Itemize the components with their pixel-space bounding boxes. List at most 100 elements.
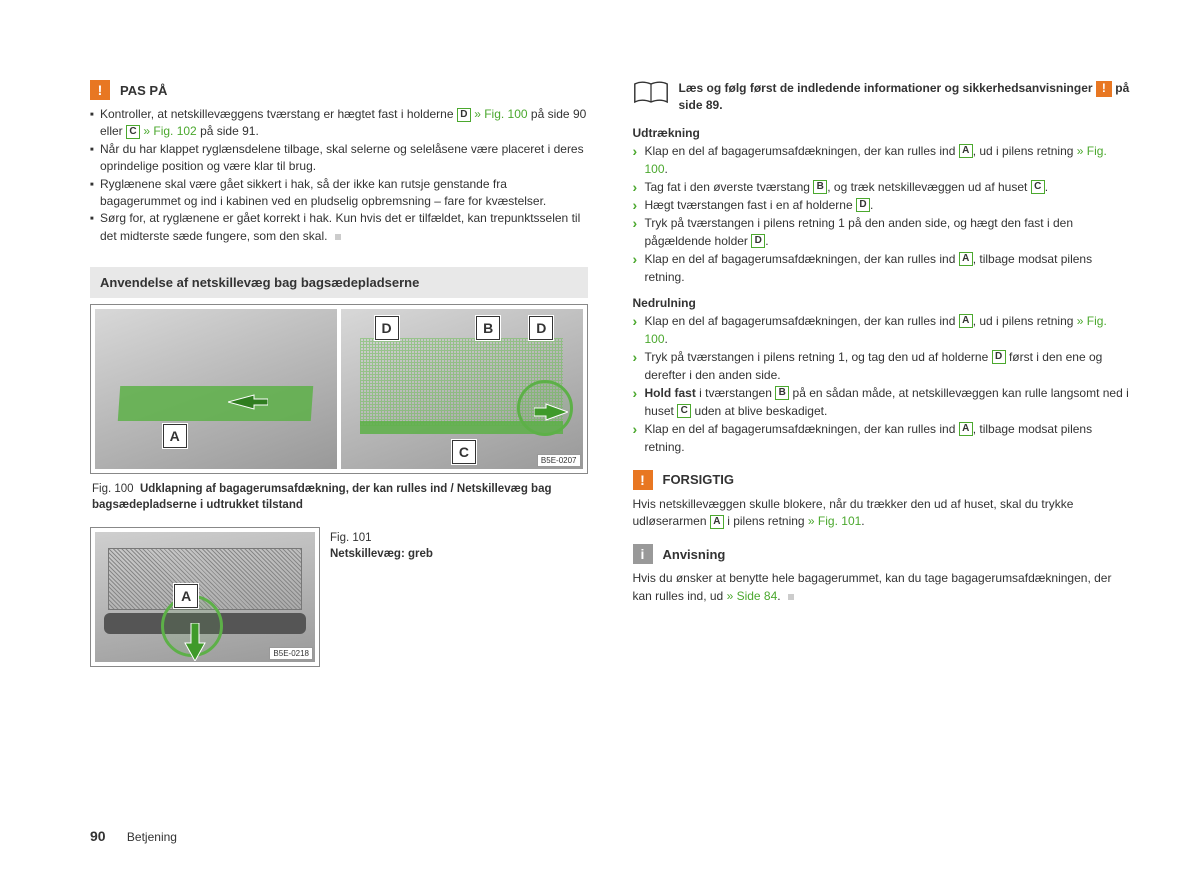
figure-100-caption: Fig. 100 Udklapning af bagagerumsafdækni…	[90, 478, 588, 515]
anvisning-header: i Anvisning	[633, 544, 1131, 564]
ref-b: B	[813, 180, 827, 194]
alert-pas-pa-header: ! PAS PÅ	[90, 80, 588, 100]
callout-a: A	[174, 584, 198, 608]
alert-item: Når du har klappet ryglænsdelene tilbage…	[90, 141, 588, 176]
text: Hægt tværstangen fast i en af holderne	[645, 198, 856, 212]
warning-icon: !	[633, 470, 653, 490]
fig-link[interactable]: » Fig. 100	[474, 107, 527, 121]
text: .	[665, 332, 668, 346]
alert-item: Kontroller, at netskillevæggens tværstan…	[90, 106, 588, 141]
nedrulning-list: Klap en del af bagagerumsafdækningen, de…	[633, 312, 1131, 456]
arrow-icon	[228, 392, 268, 415]
ref-a: A	[710, 515, 724, 529]
text: .	[665, 162, 668, 176]
alert-item: Ryglænene skal være gået sikkert i hak, …	[90, 176, 588, 211]
figure-101-row: A B5E-0218 Fig. 101 Netskillevæg: greb	[90, 527, 588, 667]
text: .	[861, 514, 864, 528]
forsigtig-header: ! FORSIGTIG	[633, 470, 1131, 490]
text: , ud i pilens retning	[973, 314, 1077, 328]
text: i pilens retning	[724, 514, 808, 528]
caption-label: Fig. 100	[92, 483, 134, 495]
list-item: Hold fast i tværstangen B på en sådan må…	[633, 384, 1131, 420]
book-icon	[633, 80, 669, 109]
ref-c: C	[677, 404, 691, 418]
ref-a: A	[959, 422, 973, 436]
subhead-nedrulning: Nedrulning	[633, 296, 1131, 310]
left-column: ! PAS PÅ Kontroller, at netskillevæggens…	[90, 80, 588, 667]
page-columns: ! PAS PÅ Kontroller, at netskillevæggens…	[90, 80, 1130, 667]
text: .	[765, 234, 768, 248]
callout-d2: D	[529, 316, 553, 340]
text: uden at blive beskadiget.	[691, 404, 827, 418]
text: .	[1045, 180, 1048, 194]
text: på side 91.	[197, 124, 259, 138]
right-column: Læs og følg først de indledende informat…	[633, 80, 1131, 667]
text: Klap en del af bagagerumsafdækningen, de…	[645, 422, 959, 436]
figure-100-left: A	[95, 309, 337, 469]
figure-100: A D B D C B5E-0207	[90, 304, 588, 474]
ref-d: D	[992, 350, 1006, 364]
text: Kontroller, at netskillevæggens tværstan…	[100, 107, 457, 121]
forsigtig-block: ! FORSIGTIG Hvis netskillevæggen skulle …	[633, 470, 1131, 531]
figure-code: B5E-0207	[537, 454, 581, 467]
ref-d: D	[856, 198, 870, 212]
info-icon: i	[633, 544, 653, 564]
callout-c: C	[452, 440, 476, 464]
callout-d: D	[375, 316, 399, 340]
page-footer: 90 Betjening	[90, 828, 177, 844]
section-end-icon	[335, 234, 341, 240]
list-item: Tag fat i den øverste tværstang B, og tr…	[633, 178, 1131, 196]
list-item: Klap en del af bagagerumsafdækningen, de…	[633, 420, 1131, 456]
ref-c: C	[1031, 180, 1045, 194]
alert-title: FORSIGTIG	[663, 472, 735, 487]
text: Tryk på tværstangen i pilens retning 1 p…	[645, 216, 1074, 248]
callout-b: B	[476, 316, 500, 340]
list-item: Hægt tværstangen fast i en af holderne D…	[633, 196, 1131, 214]
text: i tværstangen	[696, 386, 775, 400]
figure-101-img: A B5E-0218	[95, 532, 315, 662]
ref-b: B	[775, 386, 789, 400]
text: Hvis du ønsker at benytte hele bagagerum…	[633, 571, 1112, 602]
ref-d: D	[457, 108, 471, 122]
text: Klap en del af bagagerumsafdækningen, de…	[645, 314, 959, 328]
alert-title: Anvisning	[663, 547, 726, 562]
list-item: Klap en del af bagagerumsafdækningen, de…	[633, 142, 1131, 178]
page-number: 90	[90, 828, 106, 844]
text: Når du har klappet ryglænsdelene tilbage…	[100, 142, 584, 173]
intro-text: Læs og følg først de indledende informat…	[679, 80, 1131, 114]
figure-body: A D B D C B5E-0207	[95, 309, 583, 469]
fig-link[interactable]: » Fig. 101	[808, 514, 861, 528]
text: , ud i pilens retning	[973, 144, 1077, 158]
text: .	[777, 589, 780, 603]
text-bold: Hold fast	[645, 386, 696, 400]
fig-link[interactable]: » Fig. 102	[143, 124, 196, 138]
ref-a: A	[959, 252, 973, 266]
anvisning-block: i Anvisning Hvis du ønsker at benytte he…	[633, 544, 1131, 605]
section-heading: Anvendelse af netskillevæg bag bagsædepl…	[90, 267, 588, 298]
ref-a: A	[959, 144, 973, 158]
text: Tryk på tværstangen i pilens retning 1, …	[645, 350, 992, 364]
anvisning-text: Hvis du ønsker at benytte hele bagagerum…	[633, 570, 1131, 605]
section-end-icon	[788, 594, 794, 600]
figure-101-caption: Fig. 101 Netskillevæg: greb	[330, 527, 433, 562]
arrow-icon	[534, 402, 568, 425]
callout-a: A	[163, 424, 187, 448]
figure-100-right: D B D C B5E-0207	[341, 309, 583, 469]
alert-list: Kontroller, at netskillevæggens tværstan…	[90, 106, 588, 249]
intro-row: Læs og følg først de indledende informat…	[633, 80, 1131, 114]
caption-text: Udklapning af bagagerumsafdækning, der k…	[92, 483, 552, 511]
page-link[interactable]: » Side 84	[727, 589, 778, 603]
text: , og træk netskillevæggen ud af huset	[827, 180, 1030, 194]
forsigtig-text: Hvis netskillevæggen skulle blokere, når…	[633, 496, 1131, 531]
caption-label: Fig. 101	[330, 532, 372, 544]
ref-c: C	[126, 125, 140, 139]
warning-icon: !	[90, 80, 110, 100]
text: Klap en del af bagagerumsafdækningen, de…	[645, 144, 959, 158]
text: Tag fat i den øverste tværstang	[645, 180, 814, 194]
ref-d: D	[751, 234, 765, 248]
list-item: Tryk på tværstangen i pilens retning 1, …	[633, 348, 1131, 384]
list-item: Klap en del af bagagerumsafdækningen, de…	[633, 250, 1131, 286]
footer-section: Betjening	[127, 830, 177, 844]
text: Klap en del af bagagerumsafdækningen, de…	[645, 252, 959, 266]
arrow-down-icon	[183, 623, 207, 662]
